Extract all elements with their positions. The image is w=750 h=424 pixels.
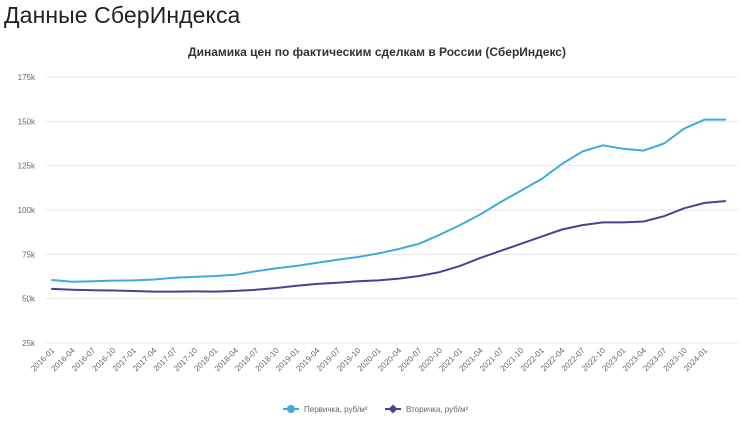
y-tick-label: 25k <box>22 339 36 348</box>
y-axis: 25k 50k 75k 100k 125k 150k 175k <box>18 73 36 348</box>
chart-title: Динамика цен по фактическим сделкам в Ро… <box>188 45 566 59</box>
series-line-secondary[interactable] <box>51 200 727 293</box>
y-tick-label: 100k <box>18 206 36 215</box>
series-lines <box>51 118 727 293</box>
legend-label: Вторичка, руб/м² <box>406 405 469 414</box>
legend-item[interactable]: Первичка, руб/м² <box>283 405 368 414</box>
legend-diamond-marker-icon <box>388 404 398 414</box>
legend[interactable]: Первичка, руб/м² Вторичка, руб/м² <box>283 404 469 415</box>
series-line-primary[interactable] <box>51 118 727 283</box>
legend-label: Первичка, руб/м² <box>304 405 368 414</box>
y-tick-label: 150k <box>18 117 36 126</box>
grid-lines <box>46 76 738 344</box>
y-tick-label: 75k <box>22 250 36 259</box>
legend-circle-marker-icon <box>287 405 295 413</box>
x-axis: 2016-012016-042016-072016-102017-012017-… <box>29 346 709 374</box>
y-tick-label: 50k <box>22 295 36 304</box>
y-tick-label: 175k <box>18 73 36 82</box>
legend-item[interactable]: Вторичка, руб/м² <box>385 404 469 415</box>
page-title: Данные СберИндекса <box>4 2 241 28</box>
y-tick-label: 125k <box>18 162 36 171</box>
x-tick-label: 2024-01 <box>682 346 710 374</box>
